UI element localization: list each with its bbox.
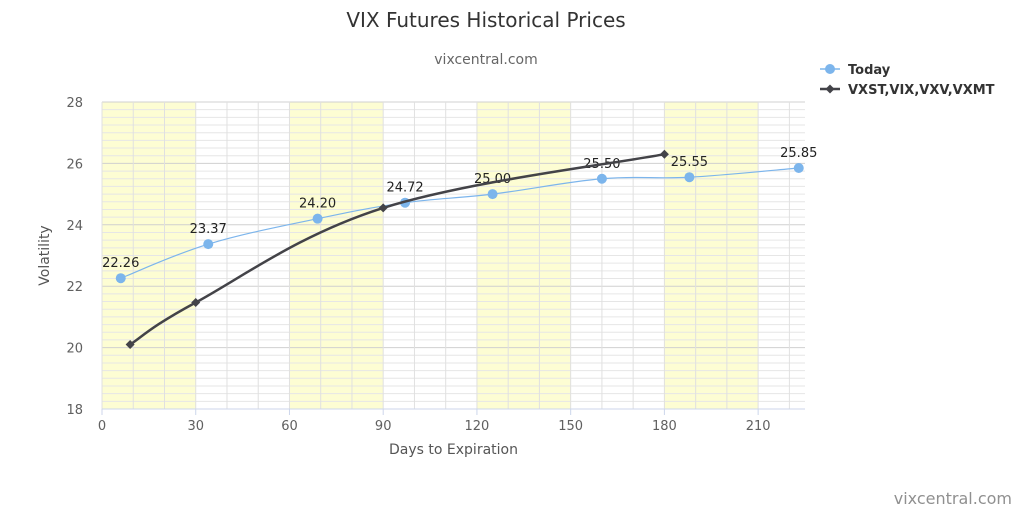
axes: 0 30 60 90 120 150 180 210 18 20 22 24 26 28 [66,96,805,434]
data-label: 23.37 [190,222,227,237]
data-point-circle [596,173,607,184]
y-tick-label: 18 [66,403,83,418]
legend-diamond-icon [825,84,835,94]
data-point-circle [203,239,214,250]
y-tick-label: 26 [66,157,83,172]
data-label: 24.20 [299,197,336,212]
x-tick-label: 210 [746,419,771,434]
data-point-circle [684,172,695,183]
legend-item-1[interactable]: VXST,VIX,VXV,VXMT [820,83,995,98]
data-point-diamond [125,340,135,350]
y-tick-label: 22 [66,280,83,295]
data-label: 25.55 [671,155,708,170]
x-axis-title: Days to Expiration [389,442,518,458]
data-point-diamond [191,297,201,307]
data-point-circle [115,273,126,284]
y-axis-title: Volatility [37,225,53,285]
series-line [129,152,665,346]
y-tick-label: 20 [66,342,83,357]
legend-label: Today [848,63,891,78]
x-tick-label: 90 [375,419,392,434]
data-point-diamond [378,203,388,213]
data-label: 24.72 [386,181,423,196]
chart-title: VIX Futures Historical Prices [346,8,626,32]
data-label: 22.26 [102,256,139,271]
grid-lines [101,101,805,410]
series-line [120,167,799,279]
x-tick-label: 30 [187,419,204,434]
x-tick-label: 180 [652,419,677,434]
credit-link[interactable]: vixcentral.com [893,489,1012,508]
data-label: 25.85 [780,146,817,161]
x-tick-label: 150 [558,419,583,434]
legend[interactable]: Today VXST,VIX,VXV,VXMT [820,63,995,98]
data-point-circle [312,213,323,224]
chart-subtitle: vixcentral.com [434,52,538,68]
series-1 [125,149,669,350]
legend-circle-icon [825,64,835,74]
data-point-circle [487,189,498,200]
data-point-circle [793,163,804,174]
legend-item-0[interactable]: Today [820,63,891,78]
y-tick-label: 24 [66,219,83,234]
x-tick-label: 60 [281,419,298,434]
legend-label: VXST,VIX,VXV,VXMT [848,83,995,98]
x-tick-label: 120 [465,419,490,434]
x-tick-label: 0 [98,419,106,434]
y-tick-label: 28 [66,96,83,111]
data-point-diamond [659,149,669,159]
